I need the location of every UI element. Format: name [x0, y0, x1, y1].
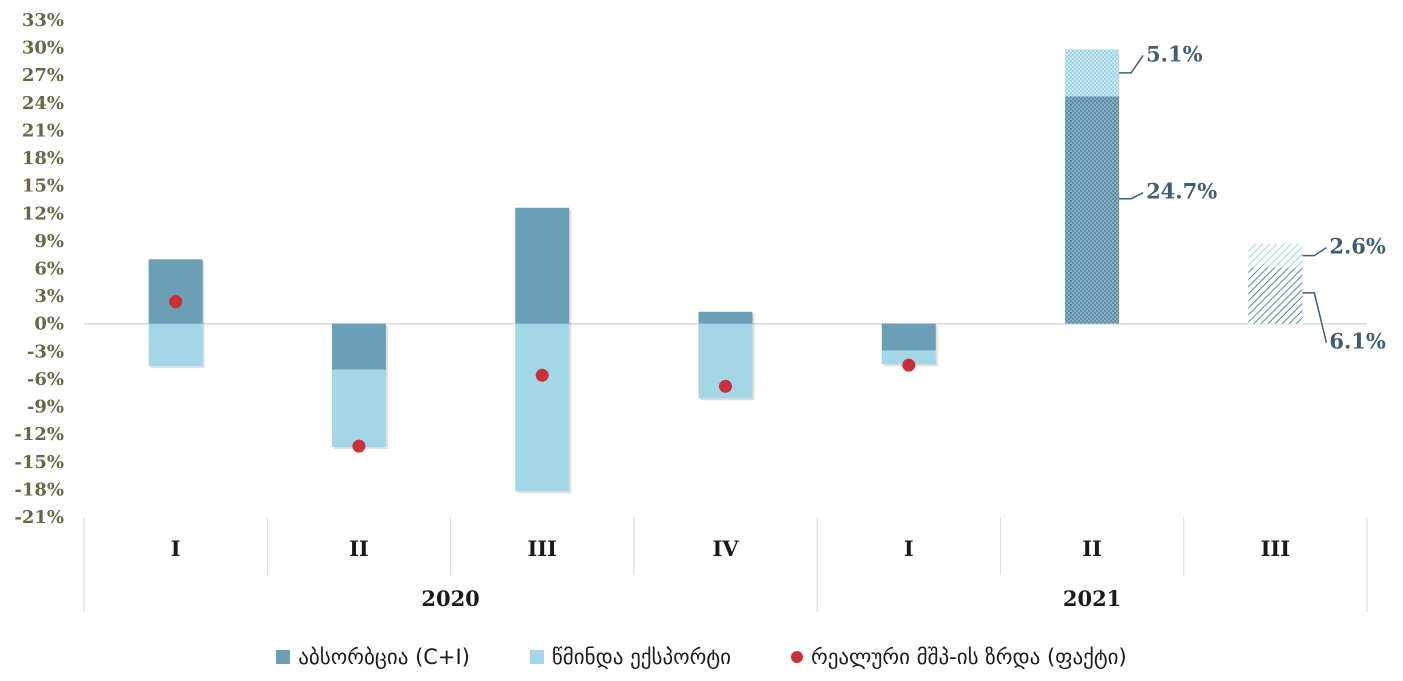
x-group-label: 2020 — [421, 586, 479, 611]
point-real-gdp — [535, 368, 549, 382]
y-tick-label: 27% — [22, 65, 64, 86]
label-leader-line — [1119, 55, 1144, 74]
y-tick-label: 21% — [22, 120, 64, 141]
x-tick-label: II — [349, 536, 369, 561]
legend-marker-real-gdp — [791, 651, 804, 663]
bar-absorption — [1065, 96, 1120, 324]
y-tick-label: 0% — [34, 314, 64, 335]
y-tick-label: -3% — [27, 341, 64, 362]
y-tick-label: -12% — [14, 424, 64, 445]
bars — [148, 49, 1303, 494]
y-tick-label: 12% — [22, 203, 64, 224]
y-tick-label: 18% — [22, 148, 64, 169]
legend-swatch-absorption — [276, 650, 291, 664]
bar-absorption — [1248, 267, 1303, 324]
y-tick-label: -9% — [27, 397, 64, 418]
y-tick-label: -21% — [14, 507, 64, 528]
bar-net-exports — [1065, 49, 1120, 97]
legend: აბსორბცია (C+I) წმინდა ექსპორტი რეალური … — [0, 645, 1403, 669]
y-tick-label: 30% — [22, 38, 64, 59]
legend-label-absorption: აბსორბცია (C+I) — [298, 645, 470, 669]
y-tick-label: 15% — [22, 176, 64, 197]
bar-net-exports — [881, 350, 936, 365]
y-tick-label: 33% — [22, 10, 64, 31]
x-tick-label: II — [1082, 536, 1102, 561]
legend-swatch-net-exports — [529, 650, 544, 664]
data-labels: 5.1% 24.7% 2.6% 6.1% — [1119, 41, 1386, 354]
point-real-gdp — [169, 295, 183, 309]
point-real-gdp — [902, 358, 916, 372]
legend-item-absorption: აბსორბცია (C+I) — [276, 645, 470, 669]
x-tick-label: III — [527, 536, 556, 561]
label-leader-line — [1119, 192, 1144, 200]
x-tick-label: IV — [712, 536, 739, 561]
chart: -21% -18% -15% -12% -9% -6% -3% 0% 3% 6% 9% 12% 15% 1… — [14, 10, 1386, 612]
legend-label-real-gdp: რეალური მშპ-ის ზრდა (ფაქტი) — [811, 645, 1127, 669]
bar-absorption — [148, 259, 203, 324]
y-tick-label: 9% — [34, 231, 64, 252]
x-tick-label: III — [1261, 536, 1290, 561]
bar-absorption — [881, 323, 936, 351]
bar-net-exports — [148, 323, 203, 367]
x-tick-label: I — [904, 536, 914, 561]
y-tick-label: 24% — [22, 93, 64, 114]
x-group-label: 2021 — [1063, 586, 1121, 611]
label-leader-line — [1302, 247, 1327, 257]
y-tick-label: -15% — [14, 452, 64, 473]
point-real-gdp — [719, 379, 732, 393]
legend-label-net-exports: წმინდა ექსპორტი — [551, 645, 732, 669]
bar-net-exports — [1248, 243, 1303, 268]
y-tick-label: -6% — [27, 369, 64, 390]
bar-absorption — [515, 207, 570, 324]
bar-absorption — [331, 323, 386, 370]
y-tick-label: 6% — [34, 259, 64, 280]
data-label: 5.1% — [1146, 41, 1203, 66]
legend-item-real-gdp: რეალური მშპ-ის ზრდა (ფაქტი) — [791, 645, 1127, 669]
y-axis: -21% -18% -15% -12% -9% -6% -3% 0% 3% 6% 9% 12% 15% 1… — [14, 10, 64, 528]
data-label: 2.6% — [1329, 234, 1386, 259]
data-label: 24.7% — [1146, 179, 1217, 204]
bar-net-exports — [515, 323, 570, 492]
point-real-gdp — [352, 439, 366, 453]
data-label: 6.1% — [1329, 329, 1386, 354]
points — [169, 295, 916, 453]
y-tick-label: 3% — [34, 286, 64, 307]
bar-net-exports — [331, 369, 386, 448]
legend-item-net-exports: წმინდა ექსპორტი — [529, 645, 732, 669]
y-tick-label: -18% — [14, 479, 64, 500]
bar-absorption — [698, 311, 753, 324]
label-leader-line — [1302, 292, 1328, 343]
x-tick-label: I — [171, 536, 181, 561]
